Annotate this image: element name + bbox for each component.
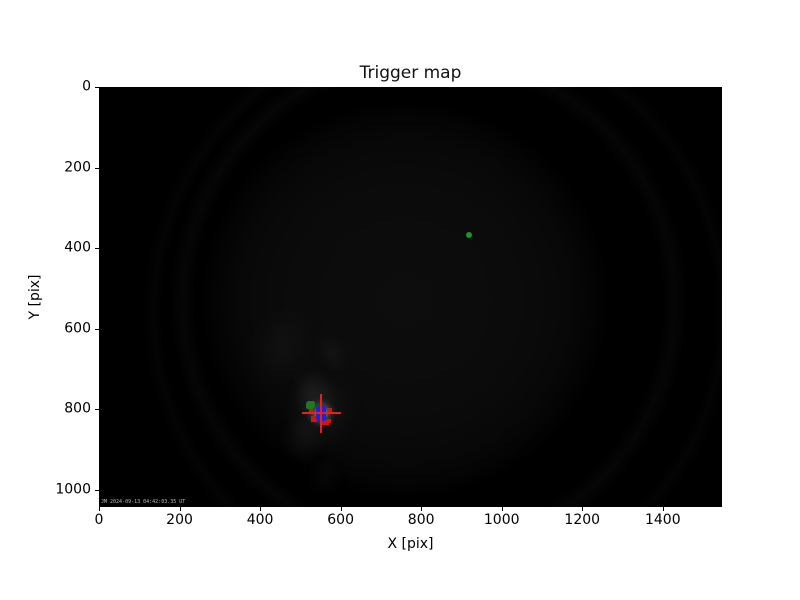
y-tick-label: 200 [64,159,91,176]
y-tick-mark [95,328,99,330]
x-axis-label: X [pix] [387,536,434,552]
lens-vignette-ring-outer [164,87,694,507]
x-tick-label: 1400 [644,512,681,528]
y-tick-label: 0 [82,78,91,95]
x-tick-label: 800 [407,512,435,528]
x-tick-mark [501,507,503,511]
cloud-wisp [316,465,336,489]
y-tick-mark [95,87,99,88]
x-tick-mark [662,507,664,511]
fisheye-fov-disc [199,100,611,500]
x-tick-mark [340,507,342,511]
triggered-pixels-red [327,407,333,414]
y-tick-label: 1000 [55,481,91,498]
camera-timestamp-overlay: JM 2024-09-13 04:42:03.35 UT [101,499,186,505]
x-tick-mark [99,507,100,511]
x-tick-label: 1200 [564,512,601,528]
plot-area: JM 2024-09-13 04:42:03.35 UT [99,87,722,507]
chart-title: Trigger map [359,63,462,83]
y-tick-label: 800 [64,400,91,417]
y-tick-label: 400 [64,239,91,256]
y-axis-label: Y [pix] [27,274,43,320]
x-tick-mark [582,507,584,511]
x-tick-label: 200 [166,512,193,528]
triggered-pixels-red [311,415,318,422]
y-tick-label: 600 [64,320,91,337]
triggered-pixels-green [306,400,316,409]
cloud-wisp [288,422,316,456]
y-tick-mark [95,167,99,169]
green-dot-marker [466,232,473,239]
y-tick-mark [95,409,99,411]
x-tick-label: 0 [94,512,104,528]
x-tick-label: 600 [327,512,354,528]
x-tick-mark [260,507,262,511]
lens-vignette-ring-outermost [139,87,722,507]
x-tick-label: 400 [246,512,274,528]
x-tick-mark [179,507,181,511]
triggered-pixels-red [322,419,330,425]
y-tick-mark [95,248,99,250]
x-tick-mark [421,507,423,511]
triggered-pixels-red [327,418,332,423]
crosshair-marker-vertical [320,393,323,433]
triggered-pixels-red [309,406,314,412]
y-tick-mark [95,489,99,491]
x-tick-label: 1000 [483,512,520,528]
